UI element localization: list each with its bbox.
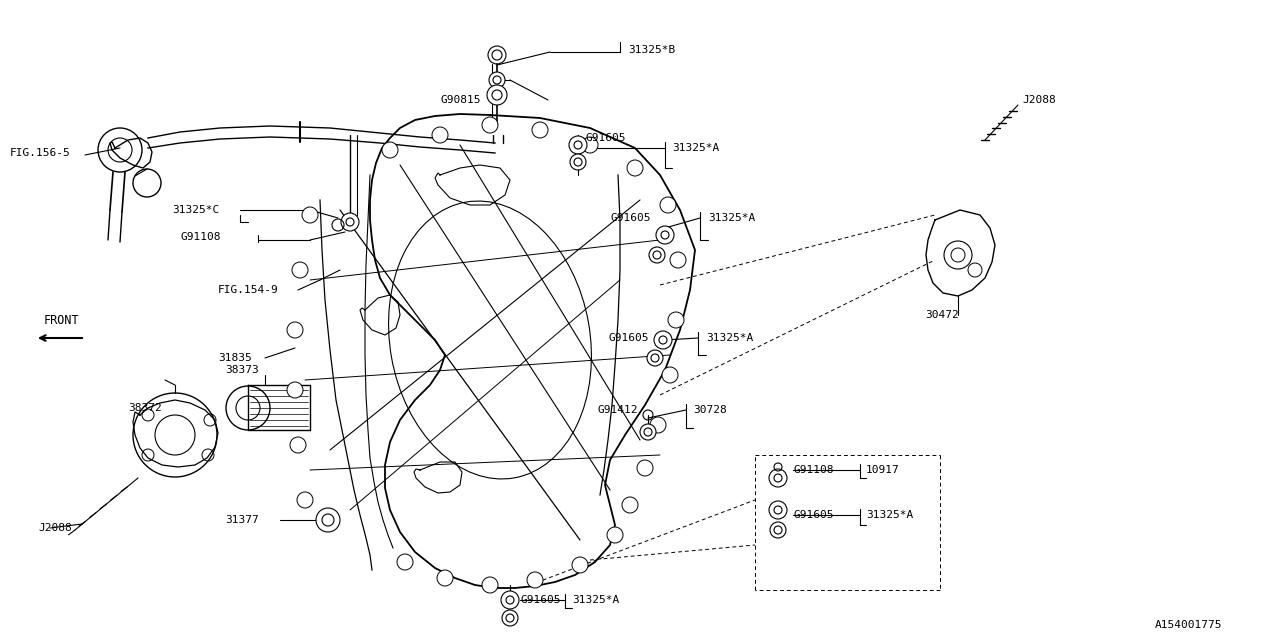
Circle shape [652, 354, 659, 362]
Circle shape [660, 231, 669, 239]
Circle shape [644, 428, 652, 436]
Circle shape [397, 554, 413, 570]
Circle shape [316, 508, 340, 532]
Circle shape [649, 247, 666, 263]
Text: 30472: 30472 [925, 310, 959, 320]
Text: 31325*C: 31325*C [172, 205, 219, 215]
Circle shape [660, 197, 676, 213]
Circle shape [650, 417, 666, 433]
Circle shape [774, 474, 782, 482]
Circle shape [287, 382, 303, 398]
Text: 38373: 38373 [225, 365, 259, 375]
Text: 38372: 38372 [128, 403, 161, 413]
Circle shape [483, 117, 498, 133]
Circle shape [570, 136, 588, 154]
Text: FRONT: FRONT [44, 314, 79, 326]
Text: 31325*B: 31325*B [628, 45, 676, 55]
Circle shape [769, 469, 787, 487]
Circle shape [573, 141, 582, 149]
Circle shape [302, 207, 317, 223]
Circle shape [622, 497, 637, 513]
Circle shape [492, 90, 502, 100]
Circle shape [653, 251, 660, 259]
Text: J2088: J2088 [1021, 95, 1056, 105]
Circle shape [774, 506, 782, 514]
Text: G91108: G91108 [794, 465, 833, 475]
Circle shape [297, 492, 314, 508]
Text: G90815: G90815 [440, 95, 480, 105]
Text: G91412: G91412 [596, 405, 637, 415]
Text: 31835: 31835 [218, 353, 252, 363]
Text: 31325*A: 31325*A [707, 333, 753, 343]
Text: J2088: J2088 [38, 523, 72, 533]
Circle shape [493, 76, 500, 84]
Circle shape [287, 322, 303, 338]
Text: 31325*A: 31325*A [672, 143, 719, 153]
Circle shape [607, 527, 623, 543]
Text: 10917: 10917 [867, 465, 900, 475]
Circle shape [627, 160, 643, 176]
Circle shape [774, 526, 782, 534]
Circle shape [486, 85, 507, 105]
Circle shape [532, 122, 548, 138]
Circle shape [657, 226, 675, 244]
Circle shape [669, 252, 686, 268]
Circle shape [572, 557, 588, 573]
Circle shape [573, 158, 582, 166]
Circle shape [582, 137, 598, 153]
Circle shape [433, 127, 448, 143]
Circle shape [502, 610, 518, 626]
Circle shape [769, 501, 787, 519]
Circle shape [500, 591, 518, 609]
Circle shape [527, 572, 543, 588]
Circle shape [570, 154, 586, 170]
Circle shape [292, 262, 308, 278]
Circle shape [640, 424, 657, 440]
Circle shape [646, 350, 663, 366]
Text: 31377: 31377 [225, 515, 259, 525]
Text: G91605: G91605 [611, 213, 650, 223]
Circle shape [506, 614, 515, 622]
Text: A154001775: A154001775 [1155, 620, 1222, 630]
Circle shape [340, 213, 358, 231]
Text: FIG.154-9: FIG.154-9 [218, 285, 279, 295]
Text: G91605: G91605 [794, 510, 833, 520]
Text: G91605: G91605 [608, 333, 649, 343]
Text: G91605: G91605 [520, 595, 561, 605]
Text: 30728: 30728 [692, 405, 727, 415]
Text: FIG.156-5: FIG.156-5 [10, 148, 70, 158]
Circle shape [489, 72, 506, 88]
Circle shape [381, 142, 398, 158]
Text: 31325*A: 31325*A [867, 510, 913, 520]
Text: 31325*A: 31325*A [708, 213, 755, 223]
Circle shape [436, 570, 453, 586]
Circle shape [346, 218, 355, 226]
Circle shape [662, 367, 678, 383]
Circle shape [506, 596, 515, 604]
Circle shape [291, 437, 306, 453]
Circle shape [659, 336, 667, 344]
Text: 31325*A: 31325*A [572, 595, 620, 605]
Circle shape [483, 577, 498, 593]
Circle shape [323, 514, 334, 526]
Circle shape [654, 331, 672, 349]
Circle shape [637, 460, 653, 476]
Circle shape [668, 312, 684, 328]
Text: G91108: G91108 [180, 232, 220, 242]
Text: G91605: G91605 [585, 133, 626, 143]
Circle shape [771, 522, 786, 538]
